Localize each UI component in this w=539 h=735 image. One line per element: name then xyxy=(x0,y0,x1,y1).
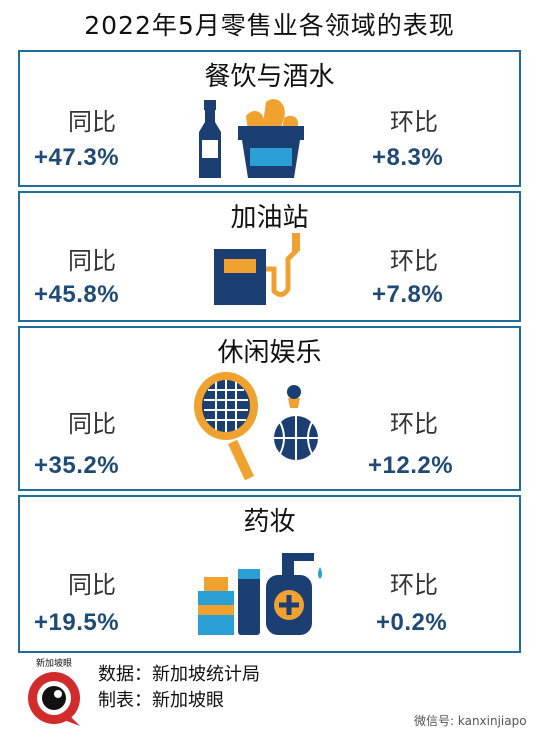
racket-shuttlecock-ball-icon xyxy=(194,372,318,480)
mom-label: 环比 xyxy=(390,108,438,136)
cosmetics-bottles-icon xyxy=(198,553,322,635)
fuel-pump-icon xyxy=(214,233,300,305)
card-gas-station: 加油站 同比 +45.8% 环比 +7.8% xyxy=(18,191,521,322)
mom-label: 环比 xyxy=(390,571,438,599)
card-food-beverage: 餐饮与酒水 同比 +47.3% 环比 +8.3% xyxy=(18,50,521,187)
logo-text: 新加坡眼 xyxy=(36,657,72,669)
yoy-label: 同比 xyxy=(68,108,116,136)
wine-bread-basket-icon xyxy=(199,99,304,178)
mom-label: 环比 xyxy=(390,247,438,275)
page-title: 2022年5月零售业各领域的表现 xyxy=(84,11,455,40)
yoy-label: 同比 xyxy=(68,247,116,275)
mom-label: 环比 xyxy=(390,410,438,438)
yoy-value: +19.5% xyxy=(34,609,120,636)
card-title: 休闲娱乐 xyxy=(217,338,322,368)
logo-icon: 新加坡眼 xyxy=(28,657,80,726)
card-title: 药妆 xyxy=(243,507,296,537)
mom-value: +12.2% xyxy=(368,452,454,479)
card-leisure: 休闲娱乐 同比 +35.2% 环比 +12.2% xyxy=(18,326,521,491)
source-text: 数据：新加坡统计局 xyxy=(98,664,260,685)
card-title: 餐饮与酒水 xyxy=(204,62,335,92)
card-title: 加油站 xyxy=(230,203,309,233)
yoy-label: 同比 xyxy=(68,571,116,599)
yoy-value: +35.2% xyxy=(34,452,120,479)
yoy-value: +47.3% xyxy=(34,144,120,171)
mom-value: +0.2% xyxy=(376,609,448,636)
mom-value: +8.3% xyxy=(372,144,444,171)
mom-value: +7.8% xyxy=(372,281,444,308)
yoy-value: +45.8% xyxy=(34,281,120,308)
maker-text: 制表：新加坡眼 xyxy=(98,690,224,711)
wechat-id: 微信号: kanxinjiapo xyxy=(414,714,527,728)
card-cosmetics: 药妆 同比 +19.5% 环比 +0.2% xyxy=(18,495,521,653)
yoy-label: 同比 xyxy=(68,410,116,438)
